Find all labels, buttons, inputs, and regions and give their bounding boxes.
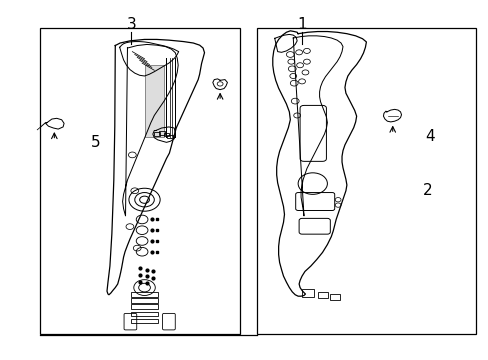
Text: 4: 4: [424, 130, 434, 144]
Bar: [302, 289, 314, 297]
Text: 5: 5: [91, 135, 101, 150]
Bar: [131, 319, 158, 323]
Text: 3: 3: [126, 17, 136, 32]
Bar: [330, 294, 339, 300]
Bar: [40, 28, 239, 334]
Bar: [131, 298, 158, 303]
Bar: [163, 133, 169, 136]
Bar: [154, 132, 159, 135]
Bar: [158, 131, 164, 135]
Bar: [256, 28, 475, 334]
Bar: [131, 292, 158, 297]
Bar: [167, 135, 173, 138]
Text: 2: 2: [422, 183, 431, 198]
Text: 1: 1: [297, 17, 306, 32]
Bar: [131, 305, 158, 309]
Bar: [317, 292, 328, 298]
Bar: [131, 312, 158, 316]
Bar: [144, 65, 163, 137]
